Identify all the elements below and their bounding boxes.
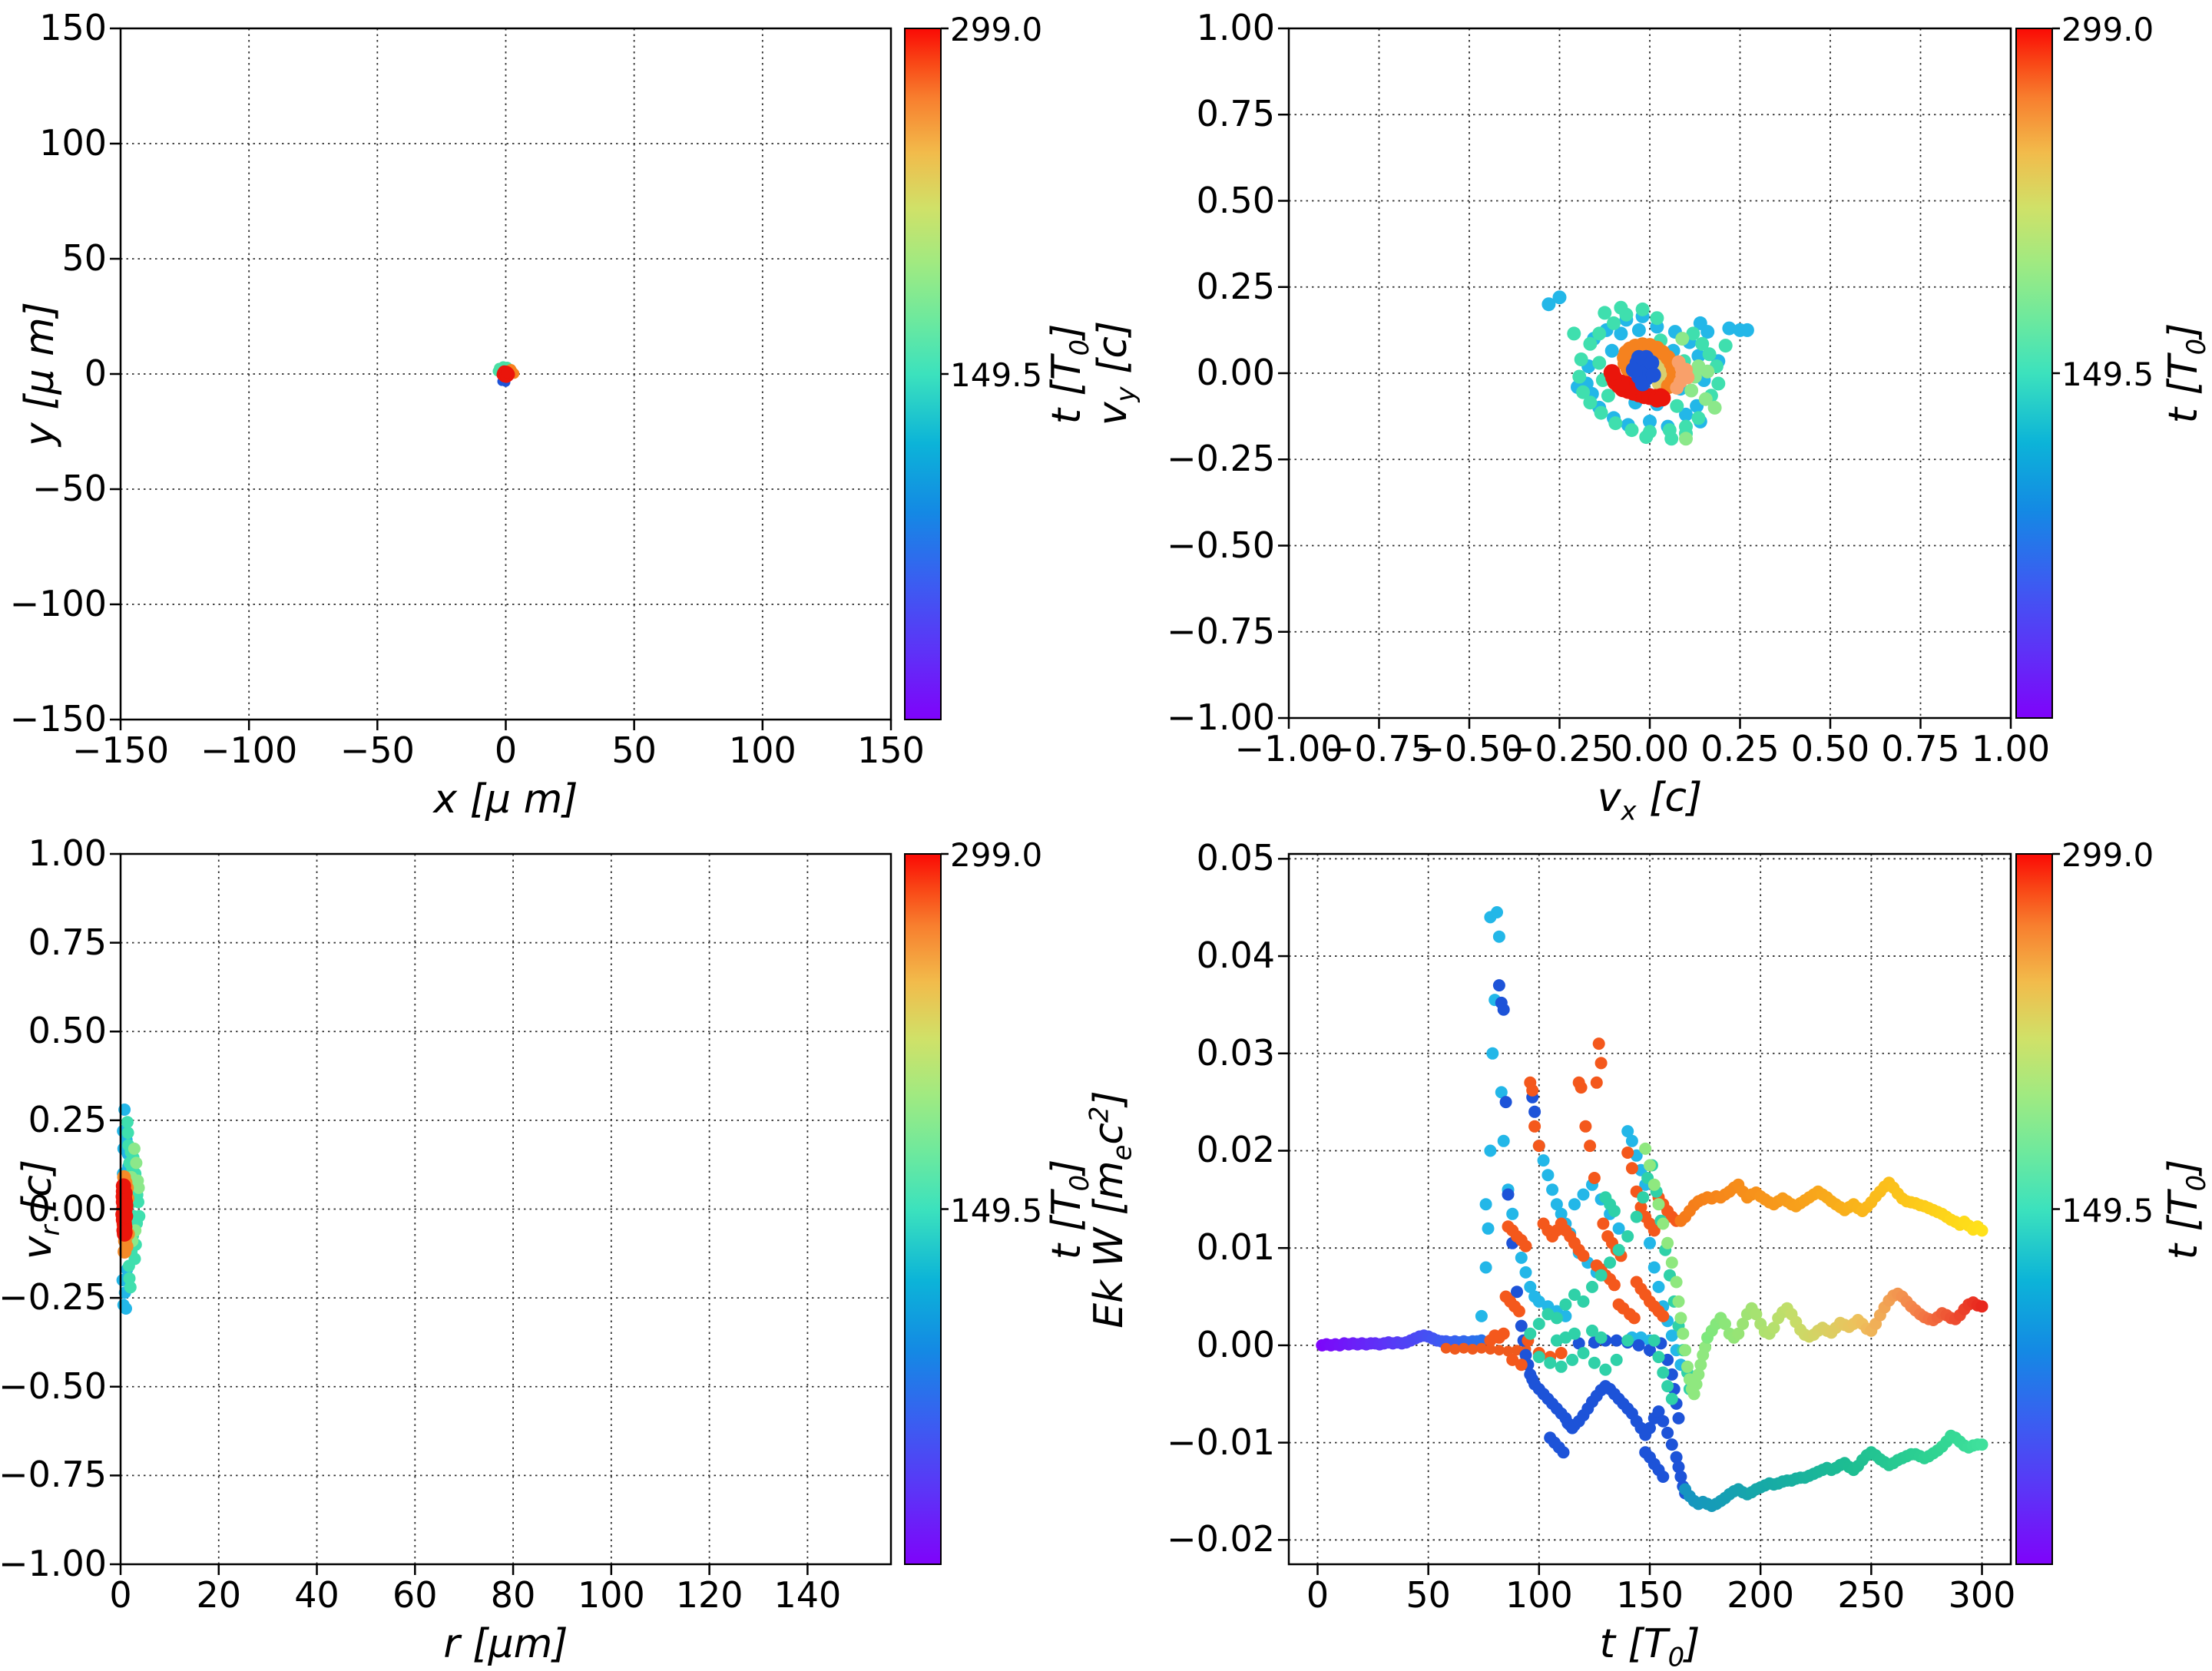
colorbar-rvr — [904, 852, 949, 1565]
tick-marks — [1278, 27, 2012, 729]
series-ring-teal — [1567, 300, 1733, 446]
panel-vxvy — [1278, 27, 2012, 729]
series-core-blue — [1625, 349, 1661, 392]
series-band-bottom — [1679, 1429, 1988, 1512]
series-descent-green — [1639, 1142, 1712, 1401]
panel-tek — [1278, 852, 2012, 1575]
tick-marks — [110, 27, 892, 730]
gridlines — [121, 28, 891, 720]
series-squiggle-red — [1603, 364, 1671, 408]
colorbar-tek — [2015, 852, 2060, 1565]
panel-rvr — [110, 852, 892, 1575]
series-ring-green — [1675, 332, 1722, 446]
series-scatter-teal — [1524, 1159, 1696, 1405]
gridlines — [121, 854, 891, 1564]
series-arc-salmon — [1670, 355, 1695, 395]
series-band-top — [1674, 1176, 1988, 1237]
series-origin-core-red — [496, 365, 515, 383]
panel-xy — [110, 27, 892, 730]
series-baseline-hot — [1440, 1342, 1532, 1357]
tick-marks — [110, 852, 809, 1575]
tick-marks — [1278, 858, 1983, 1575]
series-band-mid — [1701, 1287, 1988, 1344]
colorbar-xy — [904, 27, 949, 720]
series-scatter-blue — [1492, 979, 1692, 1500]
colorbar-vxvy — [2015, 27, 2060, 719]
